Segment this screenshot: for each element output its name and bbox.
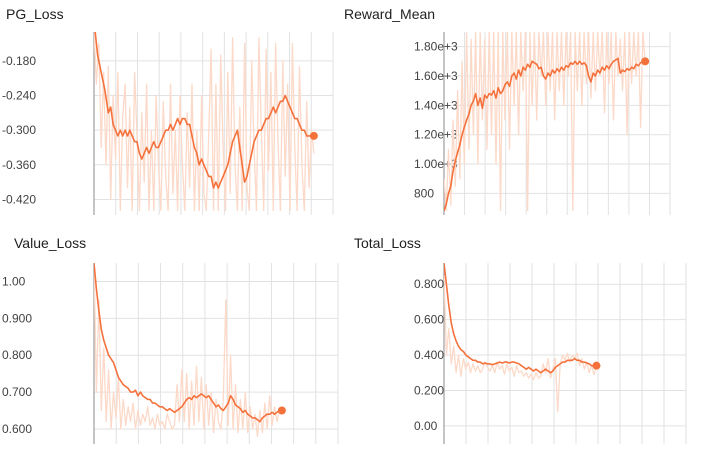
- chart-plot: 1.00 0.900 0.800 0.700 0.600: [2, 263, 339, 444]
- last-value-point: [277, 406, 286, 415]
- y-tick-label: 800: [414, 186, 434, 200]
- y-tick-label: 0.800: [2, 348, 32, 362]
- series-group: [94, 32, 315, 211]
- last-value-point: [592, 361, 601, 370]
- reward-mean-chart: Reward_Mean 1.80e+3 1.60e+3 1.40e+3 1.20e+3…: [344, 0, 708, 235]
- y-tick-label: 1.80e+3: [414, 40, 458, 54]
- x-grid: [465, 263, 687, 444]
- chart-title: Value_Loss: [14, 235, 87, 251]
- raw-series-line: [94, 263, 283, 437]
- y-tick-label: 0.00: [414, 419, 438, 433]
- last-value-point: [309, 131, 318, 140]
- pg-loss-chart: PG_Loss -0.180 -0.240 -0.300 -0.360 -0.420: [0, 0, 350, 235]
- chart-title: Total_Loss: [354, 235, 421, 251]
- y-grid: [444, 283, 686, 427]
- last-value-point: [641, 57, 650, 66]
- y-grid: [94, 280, 338, 430]
- series-group: [444, 32, 646, 211]
- series-group: [94, 263, 283, 437]
- smoothed-series-line: [444, 57, 646, 211]
- chart-title: PG_Loss: [6, 6, 64, 22]
- y-tick-label: -0.240: [2, 89, 36, 103]
- chart-plot: 1.80e+3 1.60e+3 1.40e+3 1.20e+3 1.00e+3 800: [414, 32, 671, 215]
- y-tick-label: 0.600: [414, 313, 444, 327]
- y-tick-label: -0.360: [2, 158, 36, 172]
- chart-plot: -0.180 -0.240 -0.300 -0.360 -0.420: [2, 32, 334, 215]
- y-tick-label: 0.800: [414, 277, 444, 291]
- y-tick-label: 0.900: [2, 311, 32, 325]
- chart-plot: 0.800 0.600 0.400 0.200 0.00: [414, 263, 687, 444]
- raw-series-line: [444, 32, 646, 211]
- smoothed-series-line: [444, 263, 597, 374]
- y-tick-label: 1.40e+3: [414, 98, 458, 112]
- smoothed-series-line: [94, 32, 314, 189]
- raw-series-line: [444, 275, 598, 413]
- raw-series-line: [94, 32, 315, 211]
- y-tick-label: 1.60e+3: [414, 69, 458, 83]
- series-group: [444, 263, 598, 413]
- y-tick-label: 1.00: [2, 274, 26, 288]
- y-tick-label: -0.420: [2, 192, 36, 206]
- y-tick-label: 0.700: [2, 385, 32, 399]
- y-tick-label: 0.200: [414, 383, 444, 397]
- y-tick-label: -0.180: [2, 54, 36, 68]
- total-loss-chart: Total_Loss 0.800 0.600 0.400 0.200 0.00: [350, 235, 708, 471]
- y-tick-label: 1.20e+3: [414, 128, 458, 142]
- y-tick-label: -0.300: [2, 123, 36, 137]
- y-tick-label: 1.00e+3: [414, 157, 458, 171]
- smoothed-series-line: [94, 263, 282, 423]
- value-loss-chart: Value_Loss 1.00 0.900 0.800 0.700 0.600: [0, 235, 350, 471]
- y-tick-label: 0.600: [2, 422, 32, 436]
- chart-title: Reward_Mean: [344, 6, 436, 22]
- y-tick-label: 0.400: [414, 348, 444, 362]
